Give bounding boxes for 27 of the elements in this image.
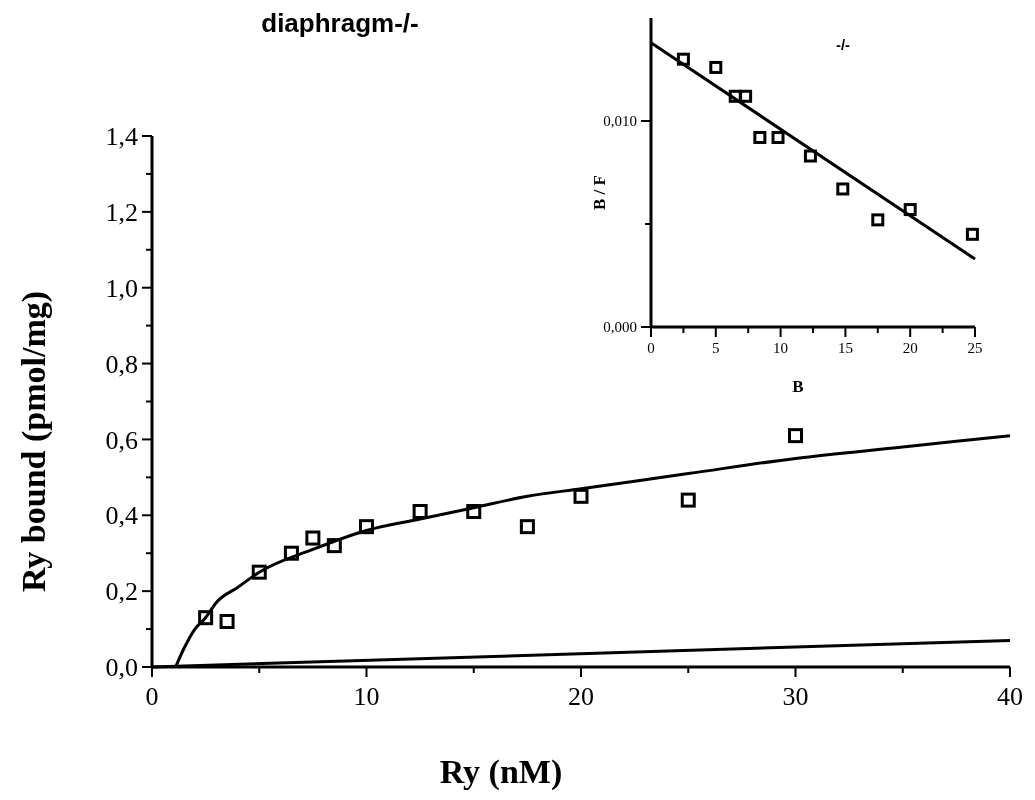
x-axis-title: B [792, 377, 804, 396]
y-axis-title: Ry bound (pmol/mg) [15, 290, 53, 593]
x-tick-label: 20 [902, 340, 918, 356]
y-tick-label: 1,4 [105, 122, 138, 152]
text: -/- [835, 36, 851, 53]
y-tick-label: 0,010 [603, 113, 637, 130]
x-tick-label: 10 [353, 682, 380, 711]
x-tick-label: 25 [967, 340, 983, 356]
x-tick-label: 10 [773, 340, 789, 356]
y-axis-title: B / F [590, 175, 609, 210]
y-tick-label: 1,0 [105, 273, 138, 303]
x-tick-label: 15 [837, 340, 853, 356]
x-tick-label: 5 [712, 340, 720, 356]
x-axis-title: Ry (nM) [439, 753, 563, 791]
x-tick-label: 0 [647, 340, 655, 356]
x-tick-label: 0 [145, 682, 159, 711]
y-tick-label: 0,8 [105, 349, 138, 379]
y-tick-label: 1,2 [105, 197, 138, 227]
x-tick-label: 30 [782, 682, 809, 711]
y-tick-label: 0,0 [105, 653, 138, 683]
y-tick-label: 0,000 [603, 319, 637, 336]
y-tick-label: 0,2 [105, 577, 138, 607]
y-tick-label: 0,4 [105, 501, 138, 531]
x-tick-label: 40 [997, 682, 1023, 711]
x-tick-label: 20 [568, 682, 594, 711]
chart-title: diaphragm-/- [261, 8, 419, 38]
y-tick-label: 0,6 [105, 425, 138, 455]
